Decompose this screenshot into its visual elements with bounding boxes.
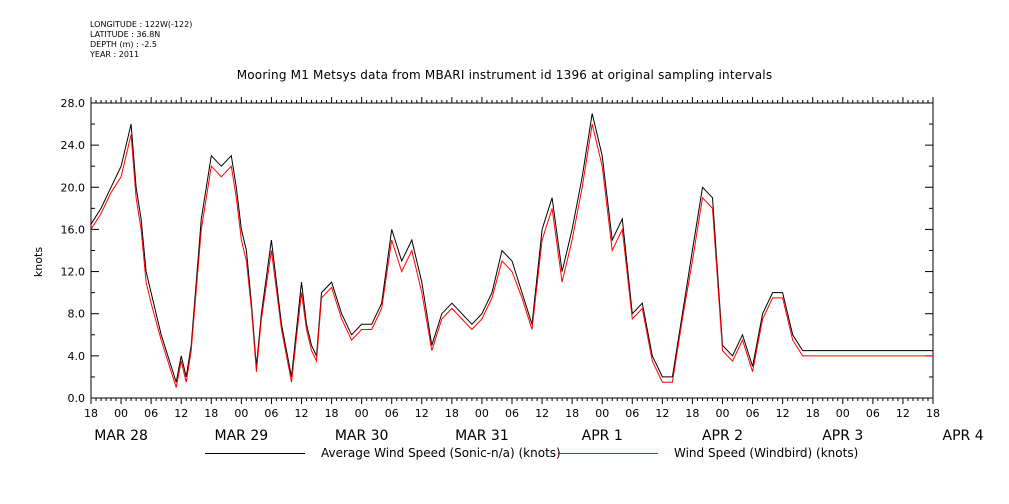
y-tick-label: 4.0 bbox=[68, 350, 86, 363]
x-tick-label: 00 bbox=[114, 407, 128, 420]
x-tick-label: 18 bbox=[325, 407, 339, 420]
x-date-label: APR 4 bbox=[943, 428, 984, 444]
year-text: YEAR : 2011 bbox=[90, 50, 140, 59]
depth-text: DEPTH (m) : -2.5 bbox=[90, 40, 157, 49]
x-tick-label: 18 bbox=[204, 407, 218, 420]
y-tick-label: 16.0 bbox=[61, 223, 86, 236]
x-tick-label: 12 bbox=[896, 407, 910, 420]
y-axis-label: knots bbox=[32, 247, 45, 277]
x-tick-label: 00 bbox=[595, 407, 609, 420]
series-layer bbox=[90, 113, 933, 388]
x-tick-label: 18 bbox=[445, 407, 459, 420]
x-axis-ticks: 18 00 06 12 18 00 06 12 18 00 06 12 18 00 06 12 18 00 06 12… bbox=[84, 407, 984, 444]
x-tick-label: 06 bbox=[866, 407, 880, 420]
x-tick-label: 06 bbox=[746, 407, 760, 420]
x-date-label: APR 1 bbox=[582, 428, 623, 444]
x-date-label: MAR 31 bbox=[455, 428, 509, 444]
x-tick-label: 00 bbox=[355, 407, 369, 420]
y-tick-label: 28.0 bbox=[61, 97, 86, 110]
x-tick-label: 12 bbox=[535, 407, 549, 420]
x-tick-label: 00 bbox=[716, 407, 730, 420]
x-tick-label: 18 bbox=[926, 407, 940, 420]
x-tick-label: 06 bbox=[385, 407, 399, 420]
metadata-block: LONGITUDE : 122W(-122) LATITUDE : 36.8N … bbox=[90, 20, 192, 60]
x-tick-label: 12 bbox=[174, 407, 188, 420]
x-tick-label: 12 bbox=[295, 407, 309, 420]
x-tick-label: 18 bbox=[806, 407, 820, 420]
y-tick-label: 0.0 bbox=[68, 392, 86, 405]
legend-label-windbird: Wind Speed (Windbird) (knots) bbox=[674, 446, 859, 460]
x-tick-label: 12 bbox=[415, 407, 429, 420]
y-tick-label: 24.0 bbox=[61, 139, 86, 152]
y-tick-label: 20.0 bbox=[61, 181, 86, 194]
longitude-text: LONGITUDE : 122W(-122) bbox=[90, 20, 193, 29]
legend-item-windbird: Wind Speed (Windbird) (knots) bbox=[558, 446, 858, 460]
legend-label-sonic: Average Wind Speed (Sonic-n/a) (knots) bbox=[321, 446, 561, 460]
chart-title: Mooring M1 Metsys data from MBARI instru… bbox=[236, 68, 773, 82]
plot-axes bbox=[90, 97, 934, 404]
x-tick-label: 18 bbox=[685, 407, 699, 420]
latitude-text: LATITUDE : 36.8N bbox=[90, 30, 161, 39]
x-date-label: MAR 29 bbox=[215, 428, 269, 444]
series-line-1 bbox=[90, 123, 933, 388]
x-date-label: MAR 28 bbox=[94, 428, 148, 444]
plot-frame bbox=[90, 102, 934, 399]
legend-swatch-black bbox=[205, 452, 305, 454]
x-tick-label: 06 bbox=[505, 407, 519, 420]
chart-legend: Average Wind Speed (Sonic-n/a) (knots) W… bbox=[0, 446, 1009, 466]
x-tick-label: 00 bbox=[836, 407, 850, 420]
y-tick-label: 8.0 bbox=[68, 308, 86, 321]
x-date-label: APR 3 bbox=[822, 428, 863, 444]
x-tick-label: 18 bbox=[565, 407, 579, 420]
x-tick-label: 12 bbox=[776, 407, 790, 420]
x-tick-label: 18 bbox=[84, 407, 98, 420]
x-tick-label: 06 bbox=[144, 407, 158, 420]
x-tick-label: 06 bbox=[264, 407, 278, 420]
series-line-0 bbox=[90, 113, 933, 383]
x-tick-label: 12 bbox=[655, 407, 669, 420]
legend-item-sonic: Average Wind Speed (Sonic-n/a) (knots) bbox=[205, 446, 561, 460]
x-tick-label: 00 bbox=[234, 407, 248, 420]
x-date-label: APR 2 bbox=[702, 428, 743, 444]
x-tick-label: 06 bbox=[625, 407, 639, 420]
y-axis-ticks: 0.0 4.0 8.0 12.0 16.0 20.0 24.0 28.0 bbox=[61, 97, 933, 405]
y-tick-label: 12.0 bbox=[61, 266, 86, 279]
x-tick-label: 00 bbox=[475, 407, 489, 420]
x-date-label: MAR 30 bbox=[335, 428, 389, 444]
legend-swatch-red bbox=[558, 452, 658, 454]
